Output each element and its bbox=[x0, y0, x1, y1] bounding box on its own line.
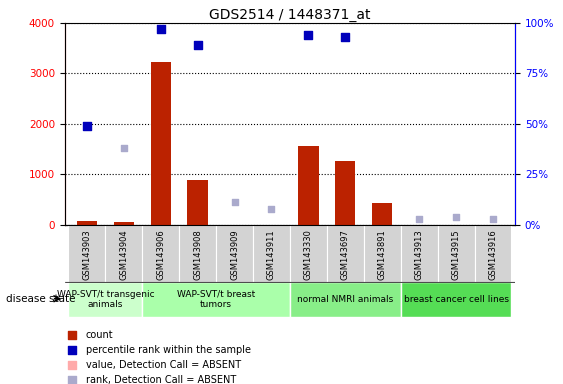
Bar bbox=[372, 203, 392, 225]
Bar bbox=[216, 225, 253, 282]
Point bbox=[156, 26, 165, 32]
Point bbox=[230, 199, 239, 205]
Text: rank, Detection Call = ABSENT: rank, Detection Call = ABSENT bbox=[86, 375, 236, 384]
Bar bbox=[290, 282, 401, 317]
Bar bbox=[335, 161, 355, 225]
Text: GSM143906: GSM143906 bbox=[156, 229, 165, 280]
Text: GSM143913: GSM143913 bbox=[415, 229, 424, 280]
Bar bbox=[142, 225, 179, 282]
Text: WAP-SVT/t breast
tumors: WAP-SVT/t breast tumors bbox=[177, 290, 255, 309]
Text: breast cancer cell lines: breast cancer cell lines bbox=[404, 295, 508, 304]
Text: percentile rank within the sample: percentile rank within the sample bbox=[86, 345, 251, 355]
Point bbox=[452, 214, 461, 220]
Bar bbox=[298, 146, 319, 225]
Text: count: count bbox=[86, 329, 113, 339]
Point bbox=[68, 362, 77, 368]
Point bbox=[119, 145, 128, 151]
Title: GDS2514 / 1448371_at: GDS2514 / 1448371_at bbox=[209, 8, 370, 22]
Bar bbox=[105, 225, 142, 282]
Bar bbox=[69, 225, 105, 282]
Point bbox=[68, 347, 77, 353]
Bar bbox=[401, 225, 437, 282]
Text: normal NMRI animals: normal NMRI animals bbox=[297, 295, 394, 304]
Point bbox=[68, 377, 77, 383]
Text: GSM143904: GSM143904 bbox=[119, 229, 128, 280]
Text: disease state: disease state bbox=[6, 294, 75, 304]
Text: GSM143908: GSM143908 bbox=[193, 229, 202, 280]
Bar bbox=[253, 225, 290, 282]
Bar bbox=[150, 62, 171, 225]
Point bbox=[193, 42, 202, 48]
Text: GSM143916: GSM143916 bbox=[489, 229, 498, 280]
Bar bbox=[290, 225, 327, 282]
Bar bbox=[179, 225, 216, 282]
Text: GSM143915: GSM143915 bbox=[452, 229, 461, 280]
Text: WAP-SVT/t transgenic
animals: WAP-SVT/t transgenic animals bbox=[56, 290, 154, 309]
Point bbox=[341, 34, 350, 40]
Point bbox=[489, 215, 498, 222]
Bar bbox=[401, 282, 511, 317]
Bar bbox=[475, 225, 511, 282]
Point bbox=[304, 32, 313, 38]
Text: value, Detection Call = ABSENT: value, Detection Call = ABSENT bbox=[86, 360, 240, 370]
Bar bbox=[77, 221, 97, 225]
Point bbox=[68, 331, 77, 338]
Point bbox=[267, 205, 276, 212]
Bar bbox=[142, 282, 290, 317]
Text: GSM143903: GSM143903 bbox=[82, 229, 91, 280]
Point bbox=[415, 215, 424, 222]
Text: GSM143330: GSM143330 bbox=[304, 229, 313, 280]
Bar bbox=[437, 225, 475, 282]
Text: GSM143697: GSM143697 bbox=[341, 229, 350, 280]
Bar bbox=[187, 180, 208, 225]
Text: GSM143891: GSM143891 bbox=[378, 229, 387, 280]
Text: GSM143911: GSM143911 bbox=[267, 229, 276, 280]
Bar bbox=[69, 282, 142, 317]
Text: GSM143909: GSM143909 bbox=[230, 229, 239, 280]
Bar bbox=[364, 225, 401, 282]
Bar bbox=[114, 222, 134, 225]
Point bbox=[82, 123, 91, 129]
Bar bbox=[327, 225, 364, 282]
